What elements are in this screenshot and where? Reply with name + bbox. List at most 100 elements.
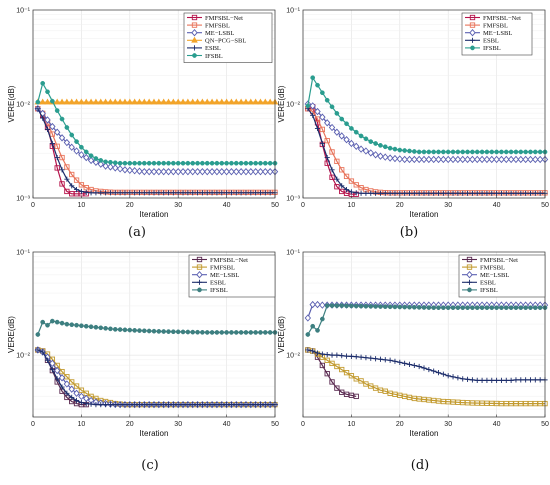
- data-point: [518, 149, 524, 155]
- data-point: [329, 352, 335, 358]
- data-point: [58, 134, 66, 142]
- data-point: [523, 377, 529, 383]
- data-point: [73, 147, 80, 155]
- data-point: [426, 366, 432, 373]
- data-point: [165, 167, 172, 176]
- data-point: [88, 153, 94, 159]
- data-point: [343, 186, 350, 193]
- data-point: [127, 327, 133, 333]
- data-point: [136, 190, 143, 196]
- x-tick-label: 0: [301, 202, 305, 209]
- data-point: [63, 380, 71, 388]
- data-point: [397, 190, 403, 196]
- legend-entry: FMFSBL−Net: [192, 257, 248, 264]
- data-point: [532, 155, 539, 164]
- data-point: [353, 303, 359, 309]
- data-point: [489, 377, 495, 383]
- data-point: [161, 329, 167, 334]
- data-point: [349, 126, 354, 131]
- data-point: [214, 330, 220, 335]
- data-point: [402, 190, 408, 196]
- y-tick-label: 10⁻²: [286, 102, 300, 109]
- data-point: [314, 125, 321, 132]
- data-point: [508, 190, 514, 196]
- data-point: [532, 190, 538, 196]
- legend-label: ESBL: [205, 45, 221, 52]
- data-point: [373, 356, 379, 362]
- data-point: [319, 351, 325, 357]
- data-point: [40, 80, 46, 86]
- data-point: [180, 329, 186, 335]
- data-point: [233, 160, 239, 166]
- legend-entry: IFSBL: [192, 287, 228, 294]
- legend-label: FMFSBL: [483, 22, 508, 29]
- data-point: [445, 149, 451, 155]
- data-point: [165, 98, 172, 105]
- data-point: [484, 377, 490, 383]
- data-point: [460, 305, 466, 311]
- data-point: [161, 160, 167, 166]
- data-point: [49, 131, 56, 137]
- panel-caption: (b): [400, 225, 418, 240]
- data-point: [382, 144, 388, 150]
- data-point: [319, 126, 326, 133]
- x-tick-label: 10: [78, 202, 86, 209]
- data-point: [483, 155, 491, 164]
- data-point: [132, 190, 138, 196]
- series-me-lsbl: [304, 100, 549, 164]
- data-point: [469, 190, 475, 196]
- data-point: [358, 190, 364, 196]
- data-point: [460, 190, 466, 196]
- data-point: [441, 305, 446, 311]
- legend-marker: [466, 256, 473, 263]
- data-point: [190, 190, 196, 196]
- data-point: [508, 377, 514, 383]
- data-point: [49, 359, 56, 368]
- data-point: [343, 370, 350, 376]
- data-point: [228, 98, 235, 105]
- data-point: [219, 402, 225, 408]
- data-point: [151, 328, 157, 334]
- data-point: [527, 190, 534, 196]
- data-point: [69, 394, 75, 401]
- data-point: [155, 167, 163, 176]
- data-point: [73, 383, 80, 389]
- data-point: [508, 149, 514, 155]
- data-point: [523, 190, 529, 196]
- data-point: [493, 155, 500, 164]
- data-point: [242, 167, 250, 176]
- legend-marker: [192, 53, 197, 58]
- x-axis-label: Iteration: [140, 429, 169, 438]
- data-point: [44, 126, 51, 132]
- data-point: [267, 330, 273, 335]
- data-point: [141, 160, 147, 166]
- data-point: [392, 358, 398, 364]
- data-point: [339, 353, 345, 359]
- data-point: [310, 112, 316, 118]
- data-point: [238, 190, 244, 196]
- data-point: [494, 377, 500, 383]
- x-tick-label: 30: [174, 202, 182, 209]
- data-point: [348, 139, 355, 148]
- data-point: [464, 155, 471, 164]
- data-point: [426, 190, 432, 196]
- data-point: [450, 305, 456, 311]
- data-point: [54, 143, 60, 149]
- data-point: [253, 330, 258, 335]
- data-point: [426, 149, 432, 155]
- data-point: [166, 160, 171, 166]
- data-point: [310, 75, 316, 81]
- data-point: [343, 173, 350, 180]
- data-point: [107, 163, 114, 171]
- data-point: [203, 98, 211, 105]
- data-point: [184, 167, 192, 176]
- data-point: [334, 158, 340, 164]
- data-point: [200, 160, 205, 166]
- data-point: [248, 190, 254, 196]
- data-point: [93, 402, 99, 408]
- data-point: [132, 328, 137, 333]
- legend-marker: [467, 287, 472, 293]
- data-point: [329, 104, 335, 110]
- data-point: [267, 190, 273, 196]
- legend-label: ME−LSBL: [483, 30, 512, 37]
